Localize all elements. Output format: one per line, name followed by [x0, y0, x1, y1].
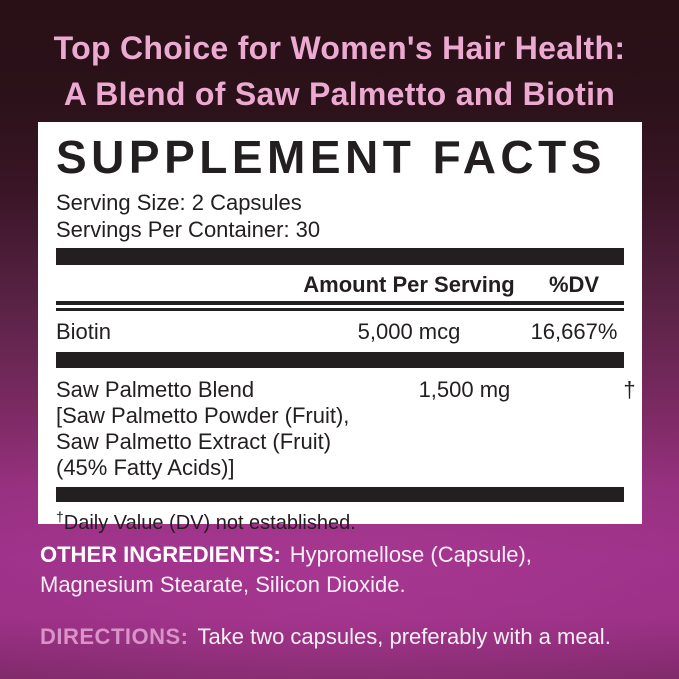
divider-bar-bottom	[56, 487, 624, 502]
ingredient-name: Saw Palmetto Blend	[56, 377, 255, 402]
ingredient-sub-line: [Saw Palmetto Powder (Fruit),	[56, 403, 350, 428]
supplement-facts-panel: SUPPLEMENT FACTS Serving Size: 2 Capsule…	[38, 122, 642, 534]
footnote-text: Daily Value (DV) not established.	[63, 512, 356, 534]
table-row-biotin: Biotin 5,000 mcg 16,667%	[56, 311, 624, 352]
divider-bar-top	[56, 248, 624, 265]
other-ingredients-line1: Hypromellose (Capsule),	[289, 542, 532, 567]
panel-title: SUPPLEMENT FACTS	[56, 131, 606, 183]
table-header-row: Amount Per Serving %DV	[56, 265, 624, 301]
directions-label: DIRECTIONS:	[40, 624, 189, 649]
double-rule	[56, 301, 624, 311]
directions: DIRECTIONS: Take two capsules, preferably…	[40, 623, 663, 651]
dagger-symbol: †	[56, 508, 64, 525]
headline-line1: Top Choice for Women's Hair Health:	[53, 30, 626, 66]
column-header-amount: Amount Per Serving	[303, 272, 515, 297]
ingredient-dv-dagger: †	[623, 377, 636, 402]
ingredient-name-block: Saw Palmetto Blend [Saw Palmetto Powder …	[56, 377, 349, 481]
footnote: †Daily Value (DV) not established.	[56, 508, 624, 535]
column-header-dv: %DV	[548, 272, 600, 297]
ingredient-sub-line: (45% Fatty Acids)]	[56, 455, 235, 480]
bottom-info: OTHER INGREDIENTS: Hypromellose (Capsule)…	[40, 540, 663, 651]
headline-line2: A Blend of Saw Palmetto and Biotin	[63, 76, 616, 112]
other-ingredients-label: OTHER INGREDIENTS:	[40, 542, 281, 567]
table-row-saw-palmetto: Saw Palmetto Blend [Saw Palmetto Powder …	[56, 368, 636, 487]
ingredient-amount: 1,500 mg	[418, 377, 511, 402]
servings-per-container: Servings Per Container: 30	[56, 217, 321, 242]
headline: Top Choice for Women's Hair Health: A Bl…	[0, 25, 679, 117]
ingredient-name: Biotin	[56, 319, 112, 344]
other-ingredients: OTHER INGREDIENTS: Hypromellose (Capsule)…	[40, 540, 663, 600]
ingredient-amount: 5,000 mcg	[357, 319, 461, 344]
ingredient-dv: 16,667%	[530, 319, 618, 344]
other-ingredients-line2: Magnesium Stearate, Silicon Dioxide.	[40, 572, 406, 597]
serving-size: Serving Size: 2 Capsules	[56, 190, 302, 215]
divider-bar-middle	[56, 352, 624, 368]
directions-text: Take two capsules, preferably with a mea…	[197, 624, 611, 649]
ingredient-sub-line: Saw Palmetto Extract (Fruit)	[56, 429, 332, 454]
